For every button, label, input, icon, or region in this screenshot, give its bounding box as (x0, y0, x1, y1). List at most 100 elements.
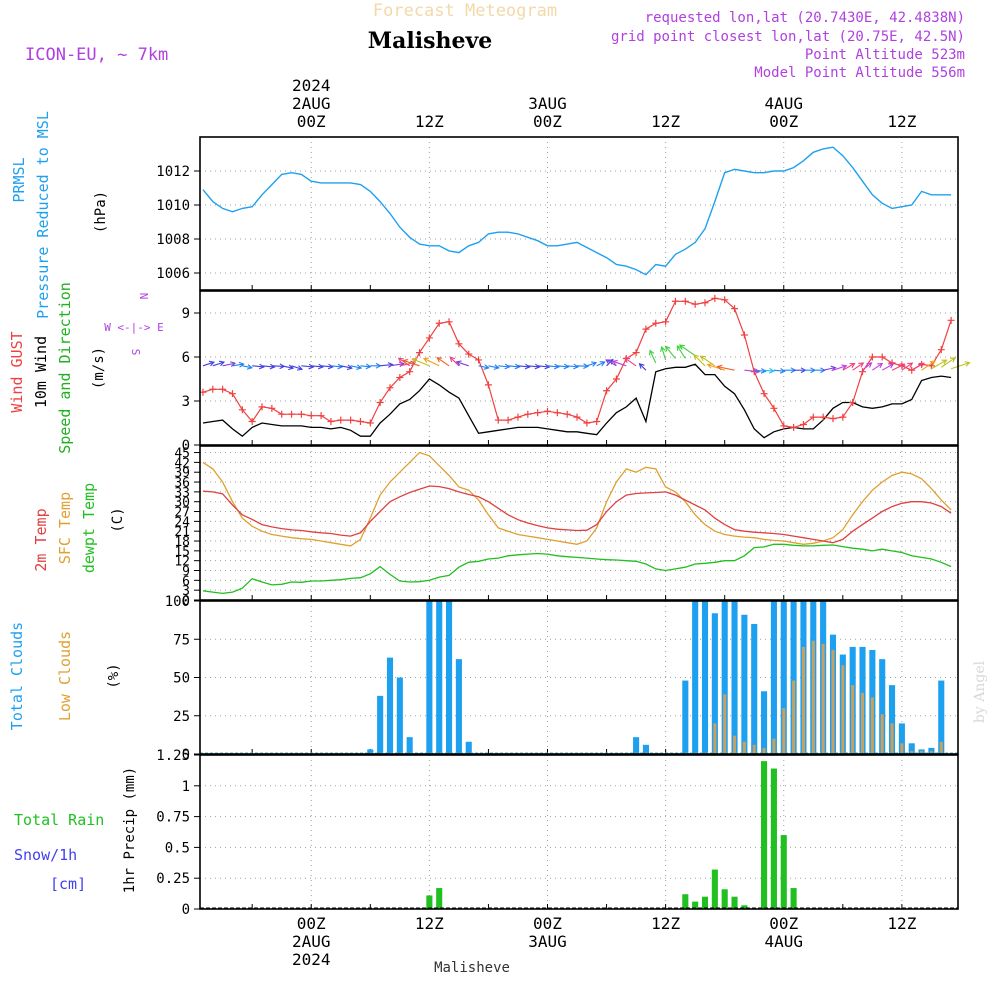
wind-gust-marker (307, 412, 315, 420)
wind-arrow-head (907, 362, 914, 368)
rain-bar (692, 901, 699, 909)
wind-direction-arrow (547, 365, 559, 368)
wind-speed-line (202, 363, 952, 439)
wind-direction-arrow (527, 365, 540, 368)
bottom-time-label: 12Z (651, 914, 680, 933)
wind-gust-marker (642, 325, 650, 333)
wind-direction-arrow (321, 365, 333, 368)
wind-direction-arrow (360, 365, 371, 368)
low-cloud-bar (762, 747, 766, 754)
wind-arrow-head (493, 364, 500, 370)
pressure-unit-label: (hPa) (93, 191, 109, 233)
wind-arrow-head (238, 361, 245, 368)
total-cloud-bar (633, 737, 640, 754)
wind-arrow-head (591, 361, 598, 367)
top-time-label: 3AUG (528, 94, 567, 113)
wind-gust-marker (228, 390, 236, 398)
wind-direction-arrow (744, 369, 760, 373)
pressure-msl-label: Pressure Reduced to MSL (34, 111, 52, 319)
wind-direction-arrow (862, 362, 872, 371)
y-tick-label: 0 (182, 902, 190, 918)
wind-direction-arrow (901, 362, 913, 371)
wind-arrow-head (356, 364, 363, 370)
wind-arrow-head (950, 357, 957, 363)
wind-direction-arrow (411, 358, 430, 367)
low-cloud-bar (831, 649, 835, 754)
wind-direction-arrow (281, 365, 294, 369)
wind-gust-marker (583, 419, 591, 427)
y-tick-label: 0 (182, 747, 190, 763)
wind-arrow-head (455, 360, 462, 366)
wind-gust-marker (416, 349, 424, 357)
bottom-time-label: 12Z (887, 914, 916, 933)
precip-unit-label: 1hr Precip (mm) (122, 767, 138, 893)
wind-direction-arrow (291, 365, 303, 370)
wind-gust-marker (209, 385, 217, 393)
wind-direction-arrow (707, 364, 725, 371)
wind-arrow-head (754, 368, 761, 375)
wind-gust-marker (543, 407, 551, 415)
prmsl-label: PRMSL (10, 157, 28, 202)
wind-gust-marker (484, 381, 492, 389)
top-time-label: 12Z (651, 112, 680, 131)
low-cloud-bar (860, 692, 865, 754)
wind-arrow-head (553, 363, 560, 370)
total-cloud-bar (879, 659, 886, 754)
wind-arrow-head (296, 365, 304, 371)
top-time-label: 00Z (769, 112, 798, 131)
rain-bar (731, 896, 738, 909)
total-cloud-bar (741, 614, 748, 754)
wind-direction-arrow (449, 356, 460, 367)
y-tick-label: 6 (182, 350, 190, 366)
wind-gust-marker (740, 331, 748, 339)
bottom-time-label: 3AUG (528, 932, 567, 951)
low-cloud-bar (910, 750, 914, 754)
wind-direction-arrow (202, 361, 215, 367)
y-tick-label: 0.75 (156, 810, 190, 826)
y-tick-label: 1008 (156, 232, 190, 248)
low-cloud-bar (772, 738, 776, 754)
low-cloud-bar (841, 665, 845, 754)
wind-gust-marker (425, 334, 433, 342)
bottom-time-label: 12Z (415, 914, 444, 933)
wind-arrow-head (638, 363, 645, 369)
total-cloud-bar (790, 601, 797, 754)
y-tick-label: 12 (174, 555, 190, 570)
wind-gust-marker (248, 418, 256, 426)
low-cloud-bar (851, 685, 855, 754)
wind-arrow-head (504, 363, 511, 370)
snow-unit-label: [cm] (50, 875, 86, 893)
wind-direction-arrow (852, 362, 864, 371)
y-tick-label: 36 (174, 476, 190, 491)
model-label: ICON-EU, ~ 7km (25, 45, 168, 65)
wind-arrow-head (858, 362, 865, 368)
wind-direction-arrow (661, 346, 667, 361)
rain-bar (711, 869, 718, 909)
total-cloud-bar (377, 695, 384, 754)
wind-gust-marker (494, 416, 502, 424)
wind-direction-arrow (517, 365, 530, 368)
rain-bar (701, 896, 709, 909)
wind-arrow-head (514, 363, 521, 370)
wind-gust-marker (711, 294, 719, 302)
wind-direction-arrow (577, 365, 588, 367)
wind-arrow-head (387, 362, 394, 368)
rain-bar (761, 761, 768, 909)
wind-arrow-head (716, 364, 723, 371)
y-tick-label: 27 (174, 506, 190, 521)
wind-10m-label: 10m Wind (32, 336, 50, 408)
wind-gust-marker (878, 353, 886, 361)
total-cloud-bar (908, 743, 915, 754)
wind-direction-arrow (222, 362, 236, 367)
low-cloud-bar (870, 697, 874, 754)
wind-gust-marker (593, 418, 601, 426)
wind-direction-arrow (232, 363, 244, 367)
wind-arrow-head (218, 360, 226, 367)
wind-panel: 0 3 6 9 (182, 290, 971, 454)
low-cloud-bar (792, 680, 796, 754)
wind-arrow-head (346, 364, 353, 371)
wind-arrow-head (599, 361, 606, 367)
wind-arrow-head (288, 364, 295, 371)
